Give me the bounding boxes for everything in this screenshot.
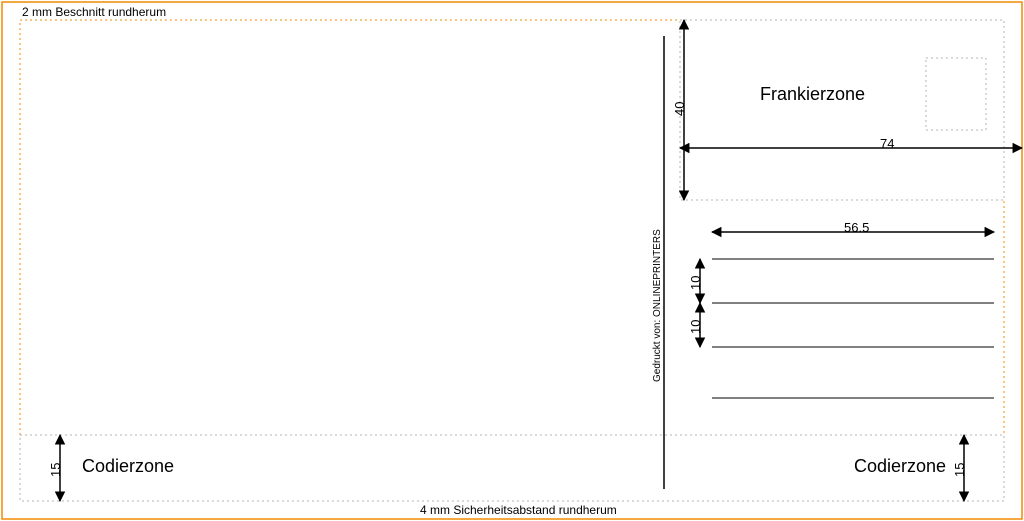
dim-15-right-label: 15 [952, 463, 967, 477]
dim-10b-label: 10 [688, 320, 703, 334]
franking-zone-label: Frankierzone [760, 84, 865, 105]
dim-15-left-label: 15 [48, 463, 63, 477]
postcard-template-diagram: 2 mm Beschnitt rundherum 4 mm Sicherheit… [0, 0, 1024, 521]
coding-zone-left-label: Codierzone [82, 456, 174, 477]
dim-40-label: 40 [672, 102, 687, 116]
svg-canvas [0, 0, 1024, 521]
coding-zone-right-label: Codierzone [854, 456, 946, 477]
stamp-box [926, 58, 986, 130]
franking-zone-box [680, 20, 1004, 200]
printed-by-label: Gedruckt von: ONLINEPRINTERS [652, 229, 663, 382]
dim-10a-label: 10 [688, 276, 703, 290]
dim-74-label: 74 [880, 136, 894, 151]
dim-56-5-label: 56.5 [844, 220, 869, 235]
safety-note: 4 mm Sicherheitsabstand rundherum [420, 504, 617, 516]
bleed-note: 2 mm Beschnitt rundherum [22, 6, 166, 18]
